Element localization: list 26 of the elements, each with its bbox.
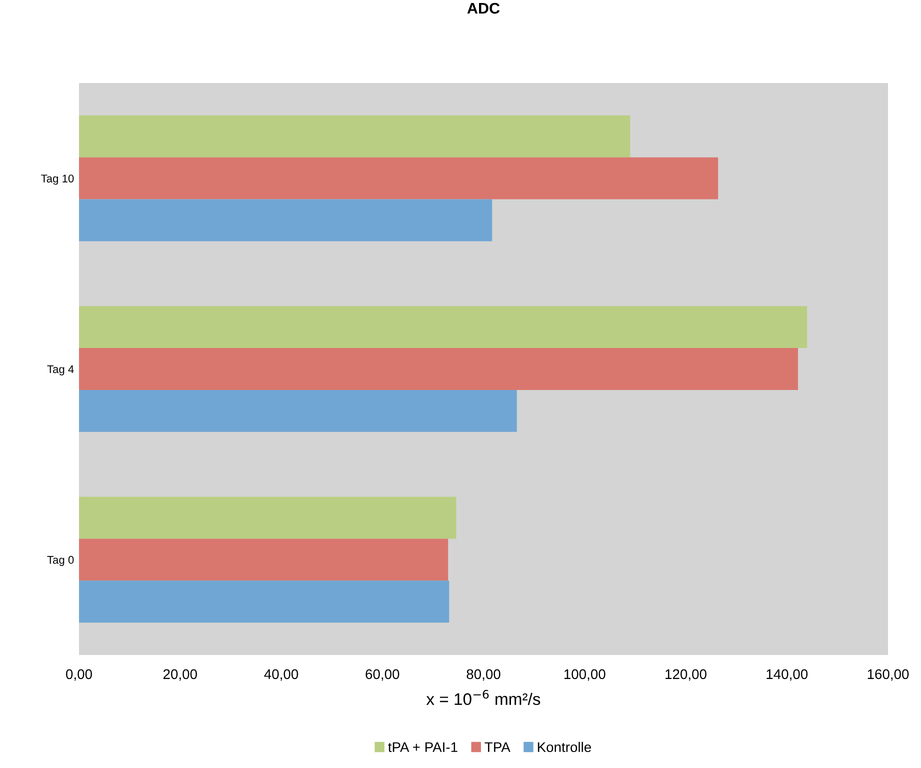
bar bbox=[79, 115, 630, 158]
x-axis-title: x = 10$^{−6}$ mm²/s bbox=[426, 690, 540, 706]
bar bbox=[79, 157, 718, 200]
bar bbox=[79, 348, 798, 390]
bar bbox=[79, 306, 808, 348]
y-tick-label: Tag 10 bbox=[41, 174, 74, 185]
x-tick-label: 80,00 bbox=[466, 669, 500, 681]
x-tick-label: 0,00 bbox=[66, 669, 92, 681]
x-tick-label: 120,00 bbox=[666, 669, 706, 681]
x-tick-label: 20,00 bbox=[163, 669, 197, 681]
bar bbox=[79, 580, 450, 623]
x-tick-label: 100,00 bbox=[564, 669, 606, 681]
x-tick-label: 160,00 bbox=[868, 669, 909, 681]
x-tick-label: 140,00 bbox=[766, 669, 808, 681]
x-tick-label: 60,00 bbox=[366, 669, 400, 681]
y-tick-label: Tag 0 bbox=[47, 556, 74, 566]
legend-label: Kontrolle bbox=[538, 742, 591, 752]
bar bbox=[79, 496, 456, 539]
legend-label: TPA bbox=[484, 742, 510, 752]
chart-title: ADC bbox=[467, 2, 500, 14]
bar bbox=[79, 199, 492, 242]
bar bbox=[79, 538, 448, 581]
bar bbox=[79, 390, 517, 432]
legend-label: tPA + PAI-1 bbox=[388, 742, 458, 752]
x-tick-label: 40,00 bbox=[264, 669, 298, 681]
y-tick-label: Tag 4 bbox=[47, 365, 74, 376]
